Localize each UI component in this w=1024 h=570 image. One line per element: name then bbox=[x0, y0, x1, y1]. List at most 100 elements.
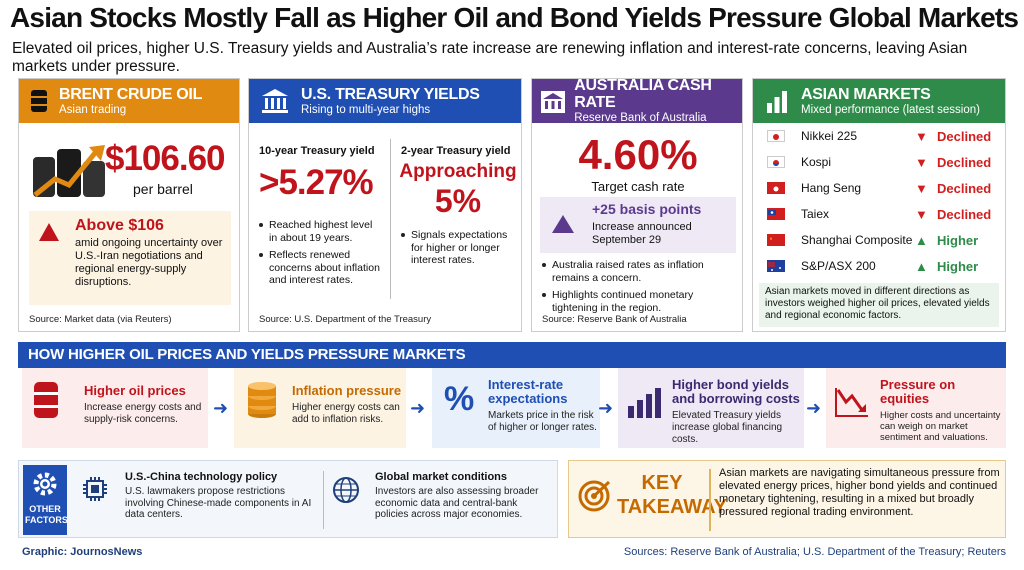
flow-arrow-icon: ➜ bbox=[410, 398, 426, 418]
key-takeaway-text: Asian markets are navigating simultaneou… bbox=[719, 467, 1000, 518]
treasury-source: Source: U.S. Department of the Treasury bbox=[259, 314, 432, 325]
china-flag-icon bbox=[767, 234, 785, 246]
down-arrow-icon: ▼ bbox=[915, 206, 928, 222]
key-takeaway-label: KEY TAKEAWAY bbox=[617, 471, 728, 519]
market-status: Declined bbox=[937, 180, 992, 196]
headline: Asian Stocks Mostly Fall as Higher Oil a… bbox=[10, 2, 1019, 33]
market-status: Higher bbox=[937, 258, 979, 274]
korea-flag-icon bbox=[767, 156, 785, 168]
flow-heading: HOW HIGHER OIL PRICES AND YIELDS PRESSUR… bbox=[18, 342, 1006, 368]
flow-step-text: Increase energy costs and supply-risk co… bbox=[84, 402, 202, 425]
flow-step-label: Interest-rate expectations bbox=[488, 377, 568, 406]
flow-step-label: Inflation pressure bbox=[292, 383, 402, 398]
brent-subtitle: Asian trading bbox=[59, 103, 127, 116]
market-name: Nikkei 225 bbox=[801, 129, 858, 143]
flow-step-label: Pressure on equities bbox=[880, 377, 956, 406]
treasury-divider bbox=[390, 139, 391, 299]
treasury-title: U.S. TREASURY YIELDS bbox=[301, 85, 480, 103]
australia-bullet-1: Australia raised rates as inflation rema… bbox=[542, 259, 738, 284]
brent-alert-title: Above $106 bbox=[75, 217, 164, 234]
asian-markets-subtitle: Mixed performance (latest session) bbox=[801, 103, 980, 116]
two-year-label: 2-year Treasury yield bbox=[401, 145, 511, 157]
oil-barrel-icon bbox=[30, 380, 62, 425]
factor-2-title: Global market conditions bbox=[375, 471, 508, 483]
down-arrow-icon: ▼ bbox=[915, 180, 928, 196]
bank-building-icon bbox=[532, 79, 574, 123]
australia-bp-box: +25 basis points Increase announced Sept… bbox=[540, 197, 736, 253]
factor-1-text: U.S. lawmakers propose restrictions invo… bbox=[125, 486, 312, 520]
takeaway-divider bbox=[709, 469, 711, 531]
footer-graphic: Graphic: JournosNews bbox=[22, 546, 143, 558]
australia-flag-icon bbox=[767, 260, 785, 272]
barrels-chart-icon bbox=[29, 139, 109, 206]
asian-markets-title: ASIAN MARKETS bbox=[801, 85, 931, 103]
percent-icon: % bbox=[444, 380, 475, 418]
up-arrow-icon: ▲ bbox=[915, 232, 928, 248]
flow-arrow-icon: ➜ bbox=[598, 398, 614, 418]
key-takeaway-label-2: TAKEAWAY bbox=[617, 496, 728, 518]
market-row: S&P/ASX 200 ▲ Higher bbox=[753, 253, 997, 279]
market-name: Shanghai Composite bbox=[801, 233, 913, 247]
flow-step-label: Higher oil prices bbox=[84, 383, 186, 398]
other-factors-label: OTHER FACTORS bbox=[25, 504, 68, 525]
rising-bars-icon bbox=[626, 386, 662, 425]
australia-subtitle: Reserve Bank of Australia bbox=[574, 112, 707, 124]
taiwan-flag-icon bbox=[767, 208, 785, 220]
hong-kong-flag-icon bbox=[767, 182, 785, 194]
factor-1-title: U.S.-China technology policy bbox=[125, 471, 278, 483]
up-arrow-icon: ▲ bbox=[915, 258, 928, 274]
brent-unit: per barrel bbox=[133, 181, 193, 197]
down-arrow-icon: ▼ bbox=[915, 154, 928, 170]
globe-icon bbox=[331, 475, 361, 510]
flow-step-inflation: Inflation pressure Higher energy costs c… bbox=[234, 368, 406, 448]
flow-step-equities: Pressure on equities Higher costs and un… bbox=[826, 368, 1006, 448]
flow-step-text: Higher costs and uncertainty can weigh o… bbox=[880, 410, 1001, 443]
flow-step-label: Higher bond yields and borrowing costs bbox=[672, 377, 800, 406]
brent-header: BRENT CRUDE OIL Asian trading bbox=[19, 79, 239, 123]
flow-step-oil: Higher oil prices Increase energy costs … bbox=[22, 368, 208, 448]
market-row: Shanghai Composite ▲ Higher bbox=[753, 227, 997, 253]
market-status: Higher bbox=[937, 232, 979, 248]
factor-2-text: Investors are also assessing broader eco… bbox=[375, 486, 539, 520]
japan-flag-icon bbox=[767, 130, 785, 142]
bar-chart-icon bbox=[753, 79, 801, 123]
ten-year-bullet-1: Reached highest level in about 19 years. bbox=[259, 219, 383, 244]
flow-arrow-icon: ➜ bbox=[806, 398, 822, 418]
treasury-subtitle: Rising to multi-year highs bbox=[301, 103, 431, 116]
market-row: Kospi ▼ Declined bbox=[753, 149, 997, 175]
australia-bp-sub: Increase announced September 29 bbox=[592, 221, 692, 246]
other-factors-badge: OTHER FACTORS bbox=[23, 465, 68, 535]
brent-source: Source: Market data (via Reuters) bbox=[29, 314, 172, 325]
market-row: Nikkei 225 ▼ Declined bbox=[753, 123, 997, 149]
flow-step-yields: Higher bond yields and borrowing costs E… bbox=[618, 368, 804, 448]
brent-price: $106.60 bbox=[105, 139, 226, 178]
oil-barrel-icon bbox=[19, 79, 59, 123]
other-factors-box: OTHER FACTORS U.S.-China technology poli… bbox=[18, 460, 558, 538]
market-row: Hang Seng ▼ Declined bbox=[753, 175, 997, 201]
market-status: Declined bbox=[937, 128, 992, 144]
brent-alert: Above $106 amid ongoing uncertainty over… bbox=[29, 211, 231, 305]
asian-markets-header: ASIAN MARKETS Mixed performance (latest … bbox=[753, 79, 1005, 123]
treasury-card: U.S. TREASURY YIELDS Rising to multi-yea… bbox=[248, 78, 522, 332]
two-year-value: 5% bbox=[434, 183, 482, 219]
gear-icon bbox=[23, 471, 67, 502]
key-takeaway-box: KEY TAKEAWAY Asian markets are navigatin… bbox=[568, 460, 1006, 538]
ten-year-bullets: Reached highest level in about 19 years.… bbox=[259, 219, 383, 292]
australia-header: AUSTRALIA CASH RATE Reserve Bank of Aust… bbox=[532, 77, 742, 124]
australia-card: AUSTRALIA CASH RATE Reserve Bank of Aust… bbox=[531, 77, 743, 332]
chip-icon bbox=[81, 475, 109, 508]
warning-triangle-icon bbox=[39, 223, 59, 246]
coin-stack-icon bbox=[244, 380, 280, 425]
australia-bp: +25 basis points bbox=[592, 201, 702, 217]
flow-step-text: Markets price in the risk of higher or l… bbox=[488, 410, 597, 433]
flow-step-rates: % Interest-rate expectations Markets pri… bbox=[432, 368, 600, 448]
target-icon bbox=[577, 479, 611, 518]
brent-alert-text: amid ongoing uncertainty over U.S.-Iran … bbox=[75, 237, 223, 288]
key-takeaway-label-1: KEY bbox=[641, 472, 683, 494]
subheadline: Elevated oil prices, higher U.S. Treasur… bbox=[12, 40, 968, 75]
market-name: Kospi bbox=[801, 155, 832, 169]
market-status: Declined bbox=[937, 154, 992, 170]
asian-markets-note: Asian markets moved in different directi… bbox=[759, 283, 999, 327]
footer-sources: Sources: Reserve Bank of Australia; U.S.… bbox=[623, 546, 1006, 558]
down-arrow-icon: ▼ bbox=[915, 128, 928, 144]
